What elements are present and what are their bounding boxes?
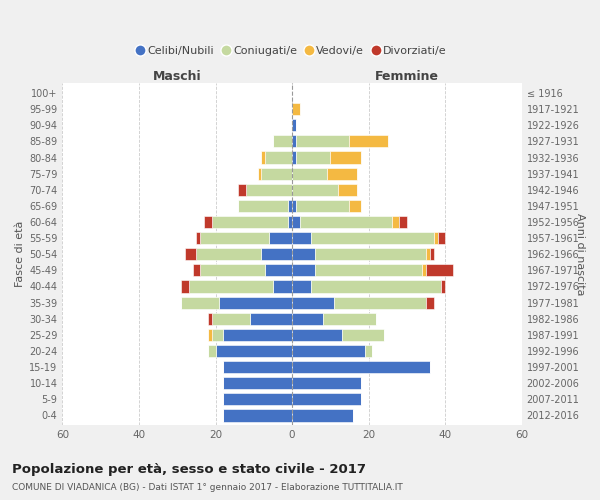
Bar (223, 329, 292, 341)
Bar (292, 216, 300, 228)
Bar (292, 312, 323, 325)
Bar (265, 152, 292, 164)
Bar (338, 184, 357, 196)
Bar (238, 184, 246, 196)
Bar (292, 329, 342, 341)
Bar (208, 345, 215, 357)
Bar (246, 184, 292, 196)
Bar (430, 248, 434, 260)
Bar (334, 296, 426, 308)
Text: Femmine: Femmine (375, 70, 439, 82)
Text: COMUNE DI VIADANICA (BG) - Dati ISTAT 1° gennaio 2017 - Elaborazione TUTTITALIA.: COMUNE DI VIADANICA (BG) - Dati ISTAT 1°… (12, 483, 403, 492)
Bar (189, 280, 273, 292)
Bar (349, 200, 361, 212)
Bar (292, 361, 430, 373)
Bar (292, 168, 326, 179)
Bar (331, 152, 361, 164)
Bar (315, 248, 426, 260)
Bar (215, 345, 292, 357)
Bar (311, 232, 434, 244)
Bar (212, 329, 223, 341)
Bar (223, 394, 292, 406)
Bar (292, 345, 365, 357)
Text: Popolazione per età, sesso e stato civile - 2017: Popolazione per età, sesso e stato civil… (12, 462, 366, 475)
Bar (262, 248, 292, 260)
Bar (296, 136, 349, 147)
Bar (208, 312, 212, 325)
Bar (292, 296, 334, 308)
Bar (238, 200, 288, 212)
Bar (296, 152, 331, 164)
Bar (200, 264, 265, 276)
Bar (262, 168, 292, 179)
Bar (223, 410, 292, 422)
Bar (292, 200, 296, 212)
Bar (212, 216, 288, 228)
Bar (292, 377, 361, 390)
Bar (292, 184, 338, 196)
Y-axis label: Fasce di età: Fasce di età (15, 221, 25, 288)
Bar (212, 312, 250, 325)
Bar (292, 394, 361, 406)
Text: Maschi: Maschi (153, 70, 202, 82)
Bar (311, 280, 442, 292)
Bar (342, 329, 384, 341)
Bar (185, 248, 196, 260)
Bar (399, 216, 407, 228)
Bar (265, 264, 292, 276)
Bar (300, 216, 392, 228)
Bar (426, 248, 430, 260)
Y-axis label: Anni di nascita: Anni di nascita (575, 213, 585, 296)
Bar (326, 168, 357, 179)
Bar (196, 248, 262, 260)
Legend: Celibi/Nubili, Coniugati/e, Vedovi/e, Divorziati/e: Celibi/Nubili, Coniugati/e, Vedovi/e, Di… (133, 41, 451, 60)
Bar (296, 200, 349, 212)
Bar (196, 232, 200, 244)
Bar (323, 312, 376, 325)
Bar (292, 232, 311, 244)
Bar (442, 280, 445, 292)
Bar (257, 168, 262, 179)
Bar (193, 264, 200, 276)
Bar (292, 280, 311, 292)
Bar (392, 216, 399, 228)
Bar (181, 280, 189, 292)
Bar (292, 103, 300, 115)
Bar (292, 410, 353, 422)
Bar (434, 232, 437, 244)
Bar (269, 232, 292, 244)
Bar (223, 377, 292, 390)
Bar (292, 248, 315, 260)
Bar (273, 280, 292, 292)
Bar (437, 232, 445, 244)
Bar (288, 216, 292, 228)
Bar (204, 216, 212, 228)
Bar (220, 296, 292, 308)
Bar (292, 152, 296, 164)
Bar (315, 264, 422, 276)
Bar (349, 136, 388, 147)
Bar (273, 136, 292, 147)
Bar (426, 296, 434, 308)
Bar (200, 232, 269, 244)
Bar (292, 119, 296, 132)
Bar (250, 312, 292, 325)
Bar (426, 264, 453, 276)
Bar (288, 200, 292, 212)
Bar (422, 264, 426, 276)
Bar (208, 329, 212, 341)
Bar (223, 361, 292, 373)
Bar (181, 296, 220, 308)
Bar (262, 152, 265, 164)
Bar (365, 345, 373, 357)
Bar (292, 136, 296, 147)
Bar (292, 264, 315, 276)
